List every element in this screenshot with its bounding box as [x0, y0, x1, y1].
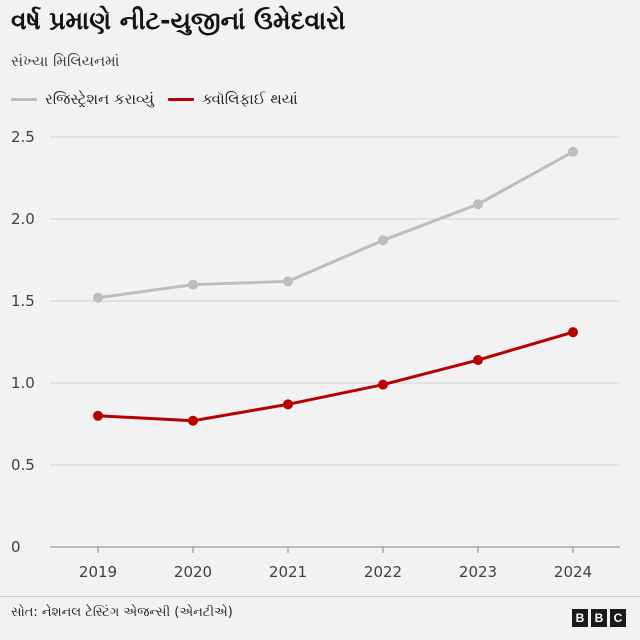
y-tick-label: 0: [11, 538, 21, 556]
y-tick-label: 2.5: [11, 128, 35, 146]
legend-swatch-qualified: [168, 97, 195, 101]
y-tick-label: 1.5: [11, 292, 35, 310]
line-chart: 0 0.5 1.0 1.5 2.0 2.5 2019 2020 2021 2022 2023 2024: [11, 128, 620, 581]
legend-item-registered: રજિસ્ટ્રેશન કરાવ્યું: [11, 90, 154, 108]
source-note: સોત: નેશનલ ટેસ્ટિંગ એજન્સી (એનટીએ): [11, 605, 233, 620]
y-tick-label: 0.5: [11, 456, 35, 474]
footer-divider: [0, 596, 640, 597]
data-point-registered: [568, 146, 578, 157]
chart-legend: રજિસ્ટ્રેશન કરાવ્યું ક્વૉલિફાઈ થયાં: [11, 90, 312, 108]
bbc-logo-letter: B: [572, 609, 588, 627]
data-point-qualified: [283, 399, 293, 410]
x-tick-label: 2021: [269, 563, 307, 581]
bbc-logo: B B C: [572, 609, 626, 627]
data-point-registered: [378, 235, 388, 246]
legend-item-qualified: ક્વૉલિફાઈ થયાં: [168, 90, 298, 108]
x-tick-label: 2023: [459, 563, 497, 581]
x-tick-label: 2020: [174, 563, 212, 581]
legend-label-qualified: ક્વૉલિફાઈ થયાં: [202, 90, 298, 108]
bbc-logo-letter: B: [591, 609, 607, 627]
x-tick-label: 2022: [364, 563, 402, 581]
chart-title: વર્ષ પ્રમાણે નીટ-યુજીનાં ઉમેદવારો: [11, 6, 346, 35]
x-tick-label: 2019: [79, 563, 117, 581]
legend-swatch-registered: [11, 97, 37, 101]
data-point-registered: [93, 292, 103, 303]
y-tick-label: 2.0: [11, 210, 35, 228]
data-point-registered: [283, 276, 293, 287]
x-tick-label: 2024: [554, 563, 592, 581]
legend-label-registered: રજિસ્ટ્રેશન કરાવ્યું: [45, 90, 155, 108]
data-point-registered: [473, 199, 483, 210]
data-point-qualified: [188, 415, 198, 426]
data-point-qualified: [378, 379, 388, 390]
series-line-qualified: [96, 330, 575, 423]
data-point-registered: [188, 279, 198, 290]
bbc-logo-letter: C: [610, 609, 626, 627]
y-tick-label: 1.0: [11, 374, 35, 392]
data-point-qualified: [568, 327, 578, 338]
series-line-registered: [96, 150, 575, 300]
data-point-qualified: [93, 410, 103, 421]
data-point-qualified: [473, 355, 483, 366]
chart-subtitle: સંખ્યા મિલિયનમાં: [11, 52, 120, 70]
